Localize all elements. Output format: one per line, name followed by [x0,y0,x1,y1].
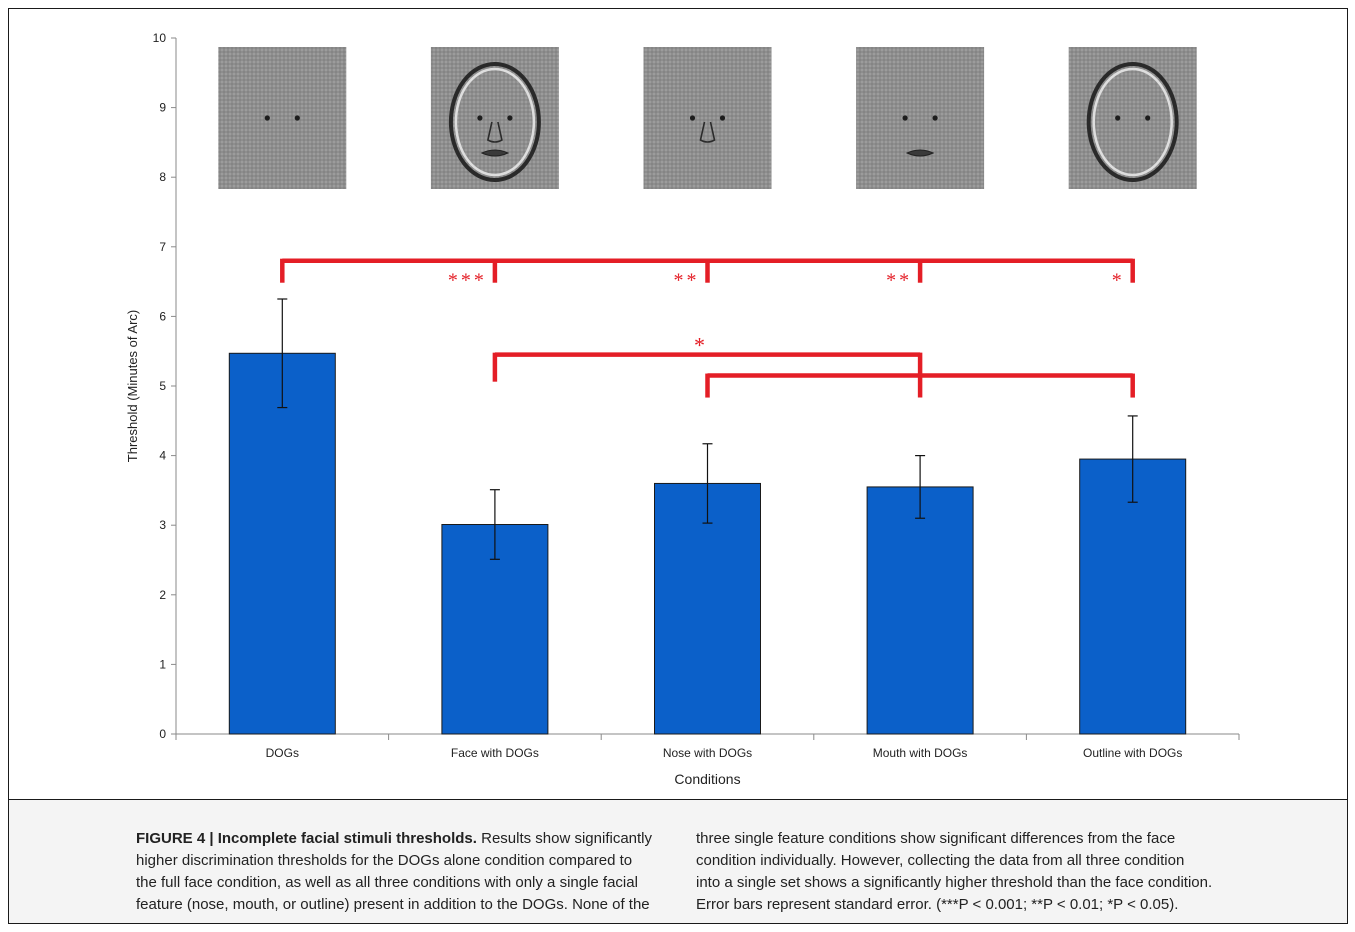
x-tick-label: Nose with DOGs [663,746,752,760]
significance-stars: * [694,333,705,358]
stimulus-full-face [430,47,559,189]
y-tick-label: 7 [159,240,166,254]
head-outline-halo [1092,67,1173,177]
significance-stars: * [1112,270,1125,292]
right-eye [719,115,726,121]
caption-line-3: the full face condition, as well as all … [136,874,638,891]
significance-stars: ** [674,270,700,292]
caption-line-6: condition individually. However, collect… [696,852,1185,869]
y-tick-label: 4 [159,449,166,463]
stimulus-background [856,47,985,189]
y-axis-title: Threshold (Minutes of Arc) [125,310,140,462]
y-tick-label: 0 [159,727,166,741]
bar [866,486,974,735]
stimulus-background [218,47,347,189]
y-tick-label: 8 [159,170,166,184]
mouth [480,149,510,157]
chart-frame: *** ** ** * * 0 1 2 3 4 5 6 7 8 9 10 DOGs Face with DOGs… [8,8,1348,800]
caption-left-column: FIGURE 4 | Incomplete facial stimuli thr… [136,828,716,916]
mouth [905,149,935,157]
left-eye [1115,115,1121,121]
left-eye [477,115,483,121]
significance-stars: *** [448,270,487,292]
nose [486,121,503,143]
x-tick-label: Face with DOGs [451,746,539,760]
x-tick-label: Mouth with DOGs [873,746,968,760]
caption-line-7: into a single set shows a significantly … [696,874,1213,891]
y-tick-label: 3 [159,518,166,532]
stimulus-eyes-mouth [856,47,985,189]
right-eye [507,115,513,121]
y-tick-label: 10 [153,31,167,45]
right-eye [932,115,938,121]
y-tick-label: 5 [159,379,166,393]
y-tick-label: 2 [159,588,166,602]
bar [228,352,336,735]
head-outline-halo [454,67,536,177]
y-tick-label: 1 [159,657,166,671]
stimulus-eyes-nose [643,47,772,189]
stimulus-background [643,47,772,189]
bar [1079,458,1187,735]
head-outline [448,62,541,182]
head-outline [1086,62,1179,182]
left-eye [689,115,696,121]
caption-line-4: feature (nose, mouth, or outline) presen… [136,896,650,913]
figure-caption: FIGURE 4 | Incomplete facial stimuli thr… [8,800,1348,924]
left-eye [264,115,270,121]
caption-line-1: Results show significantly [476,830,653,847]
y-tick-label: 6 [159,309,166,323]
bar [654,482,761,735]
caption-title: FIGURE 4 | Incomplete facial stimuli thr… [136,830,477,847]
left-eye [902,115,908,121]
x-tick-label: Outline with DOGs [1083,746,1182,760]
caption-line-5: three single feature conditions show sig… [696,830,1176,847]
significance-stars: ** [886,270,912,292]
right-eye [1145,115,1151,121]
caption-line-8: Error bars represent standard error. (**… [696,896,1179,913]
y-tick-label: 9 [159,101,166,115]
stimulus-eyes-only [218,47,347,189]
right-eye [294,115,300,121]
caption-right-column: three single feature conditions show sig… [696,828,1276,916]
caption-line-2: higher discrimination thresholds for the… [136,852,633,869]
stimulus-eyes-outline [1068,47,1197,189]
nose [699,121,716,143]
x-tick-label: DOGs [266,746,299,760]
x-axis-title: Conditions [674,771,740,787]
